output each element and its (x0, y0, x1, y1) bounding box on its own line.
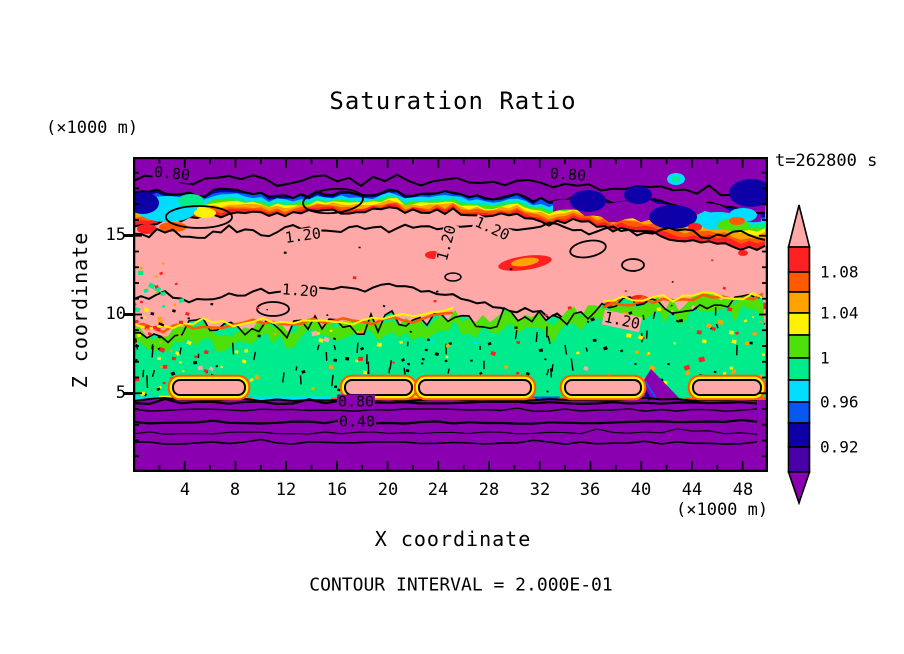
contour-label-080-top-left: 0.80 (152, 162, 192, 185)
x-axis-unit-label: (×1000 m) (676, 500, 769, 520)
x-tick-label: 40 (630, 480, 652, 500)
x-tick-label: 8 (229, 480, 241, 500)
y-major-tick-15 (124, 234, 134, 237)
colorbar-tick-label: 0.96 (820, 392, 859, 412)
y-major-tick-5 (124, 392, 134, 395)
x-tick-label: 4 (179, 480, 191, 500)
x-tick-label: 36 (579, 480, 601, 500)
y-major-tick-10 (124, 313, 134, 316)
x-tick-label: 16 (326, 480, 348, 500)
x-tick-label: 28 (478, 480, 500, 500)
colorbar-tick-label: 1 (820, 348, 830, 368)
x-tick-label: 32 (529, 480, 551, 500)
contour-interval-note: CONTOUR INTERVAL = 2.000E-01 (309, 574, 613, 596)
x-tick-label: 44 (681, 480, 703, 500)
x-tick-label: 20 (377, 480, 399, 500)
page-title: Saturation Ratio (329, 87, 577, 115)
y-axis-title: Z coordinate (68, 231, 92, 389)
colorbar-tick-label: 0.92 (820, 437, 859, 457)
x-tick-label: 48 (732, 480, 754, 500)
contour-label-080-top-right: 0.80 (548, 164, 588, 185)
contour-label-120-d: 1.20 (280, 280, 320, 301)
timestamp-label: t=262800 s (775, 151, 878, 171)
x-axis-title: X coordinate (374, 527, 532, 551)
contour-label-080-bottom: 0.80 (336, 392, 376, 411)
y-tick-label: 15 (105, 225, 126, 245)
y-tick-label: 10 (105, 304, 126, 324)
colorbar-tick-label: 1.04 (820, 303, 859, 323)
colorbar (787, 204, 811, 505)
colorbar-tick-label: 1.08 (820, 262, 859, 282)
x-tick-label: 12 (275, 480, 297, 500)
contour-label-040-bottom: 0.40 (337, 412, 377, 431)
y-tick-label: 5 (115, 383, 126, 403)
contour-plot (133, 157, 768, 472)
y-axis-unit-label: (×1000 m) (46, 118, 139, 138)
x-tick-label: 24 (427, 480, 449, 500)
